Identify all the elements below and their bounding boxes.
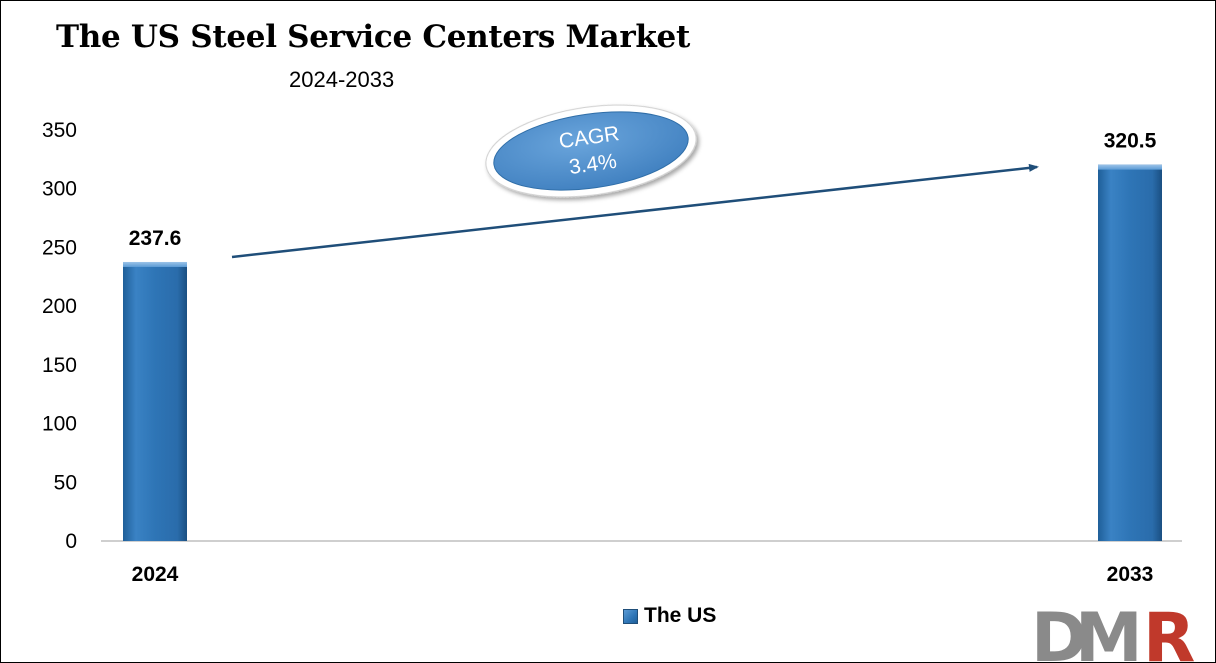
chart-title: The US Steel Service Centers Market	[56, 19, 690, 55]
data-label-2033: 320.5	[1104, 130, 1157, 153]
bars: 237.6 320.5	[123, 130, 1162, 542]
bar-cap-2024	[123, 261, 187, 267]
x-tick-label-2024: 2024	[132, 563, 179, 586]
y-tick-label: 0	[65, 530, 77, 553]
logo-letter-d: D	[1031, 599, 1087, 663]
cagr-badge: CAGR 3.4%	[485, 104, 697, 198]
dmr-logo: D M R	[1031, 599, 1195, 663]
y-tick-label: 350	[42, 119, 77, 142]
bar-cap-2033	[1098, 164, 1162, 170]
logo-letter-m: M	[1075, 599, 1143, 663]
bar-2024	[123, 261, 187, 541]
x-tick-label-2033: 2033	[1107, 563, 1154, 586]
y-tick-label: 150	[42, 354, 77, 377]
y-tick-label: 300	[42, 178, 77, 201]
growth-arrow	[231, 163, 1039, 259]
y-tick-label: 250	[42, 236, 77, 259]
chart-subtitle: 2024-2033	[289, 67, 395, 92]
y-tick-label: 50	[54, 471, 77, 494]
logo-letter-r: R	[1143, 599, 1195, 663]
legend-label: The US	[644, 604, 717, 627]
x-axis: 2024 2033	[132, 563, 1154, 586]
data-label-2024: 237.6	[129, 227, 182, 250]
legend-swatch	[623, 608, 638, 624]
y-tick-label: 100	[42, 413, 77, 436]
legend: The US	[623, 604, 716, 628]
bar-2033	[1098, 164, 1162, 542]
y-tick-label: 200	[42, 295, 77, 318]
y-axis: 0 50 100 150 200 250 300 350	[42, 119, 77, 553]
